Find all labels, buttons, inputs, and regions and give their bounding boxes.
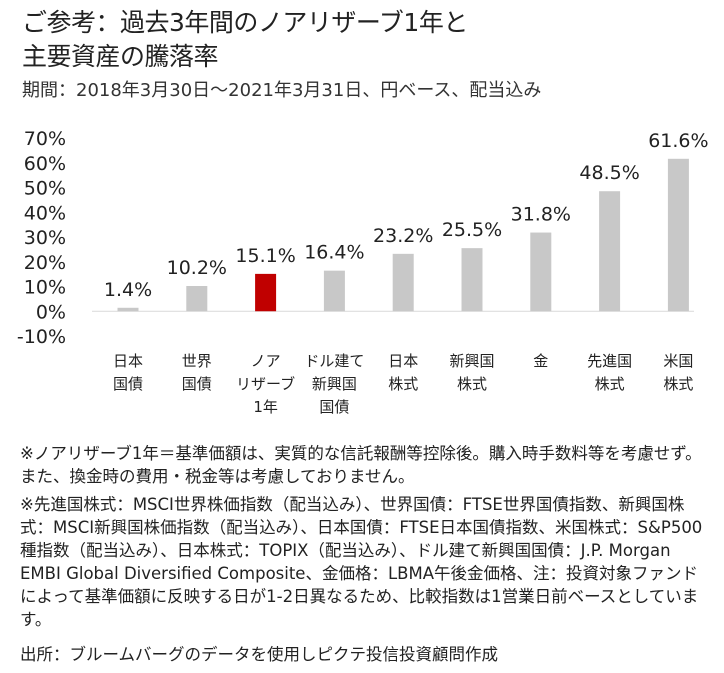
y-tick-label: 10%: [24, 277, 66, 299]
data-label: 23.2%: [373, 225, 433, 247]
category-label: 株式: [663, 375, 693, 393]
category-label: 新興国: [312, 375, 357, 393]
bar: [186, 286, 208, 312]
category-label: 日本: [388, 352, 418, 370]
y-tick-label: 0%: [36, 301, 66, 323]
category-label: 米国: [663, 352, 693, 370]
note-noa-reserve: ※ノアリザーブ1年＝基準価額は、実質的な信託報酬等控除後。購入時手数料等を考慮せ…: [20, 444, 702, 486]
note-indices: ※先進国株式：MSCI世界株価指数（配当込み）、世界国債：FTSE世界国債指数、…: [20, 495, 703, 629]
data-label: 25.5%: [442, 219, 502, 241]
source-note: 出所：ブルームバーグのデータを使用しピクテ投信投資顧問作成: [20, 645, 499, 664]
bar-chart: 70% 60% 50%40% 30% 20% 10%0% -10% 1.4% 日本国債 10.2%…: [17, 128, 709, 416]
data-label: 1.4%: [104, 279, 152, 301]
bar: [599, 191, 621, 312]
category-label: リザーブ: [236, 375, 295, 393]
category-label: 株式: [595, 375, 625, 393]
data-label: 61.6%: [648, 130, 708, 152]
category-label: 1年: [253, 398, 278, 416]
y-tick-label: -10%: [17, 326, 66, 348]
bar: [323, 270, 345, 312]
y-tick-label: 40%: [24, 202, 66, 224]
category-label: 先進国: [587, 352, 632, 370]
period-subtitle: 期間：2018年3月30日～2021年3月31日、円ベース、配当込み: [22, 80, 542, 101]
bar: [117, 307, 139, 312]
category-label: 世界: [182, 352, 212, 370]
bar: [667, 158, 689, 312]
category-label: 国債: [319, 398, 349, 416]
data-label: 48.5%: [579, 162, 639, 184]
category-label: 国債: [113, 375, 143, 393]
chart-title: ご参考：過去3年間のノアリザーブ1年と 主要資産の騰落率: [22, 6, 468, 74]
category-label: ノア: [251, 352, 281, 370]
y-tick-label: 50%: [24, 178, 66, 200]
bar: [461, 248, 483, 312]
data-label: 10.2%: [167, 257, 227, 279]
data-label: 16.4%: [304, 242, 364, 264]
category-label: 株式: [388, 375, 418, 393]
category-label: 日本: [113, 352, 143, 370]
title-line-2: 主要資産の騰落率: [22, 42, 219, 71]
category-label: 新興国: [449, 352, 494, 370]
title-line-1: ご参考：過去3年間のノアリザーブ1年と: [22, 8, 468, 37]
bar: [255, 273, 277, 312]
y-tick-label: 60%: [24, 153, 66, 175]
category-label: 国債: [182, 375, 212, 393]
data-label: 31.8%: [511, 204, 571, 226]
bar: [530, 232, 552, 312]
category-label: 株式: [457, 375, 487, 393]
bar: [392, 253, 414, 312]
y-tick-label: 70%: [24, 128, 66, 150]
category-label: 金: [533, 352, 548, 370]
y-tick-label: 20%: [24, 252, 66, 274]
y-tick-label: 30%: [24, 227, 66, 249]
data-label: 15.1%: [235, 245, 295, 267]
category-label: ドル建て: [304, 352, 364, 370]
